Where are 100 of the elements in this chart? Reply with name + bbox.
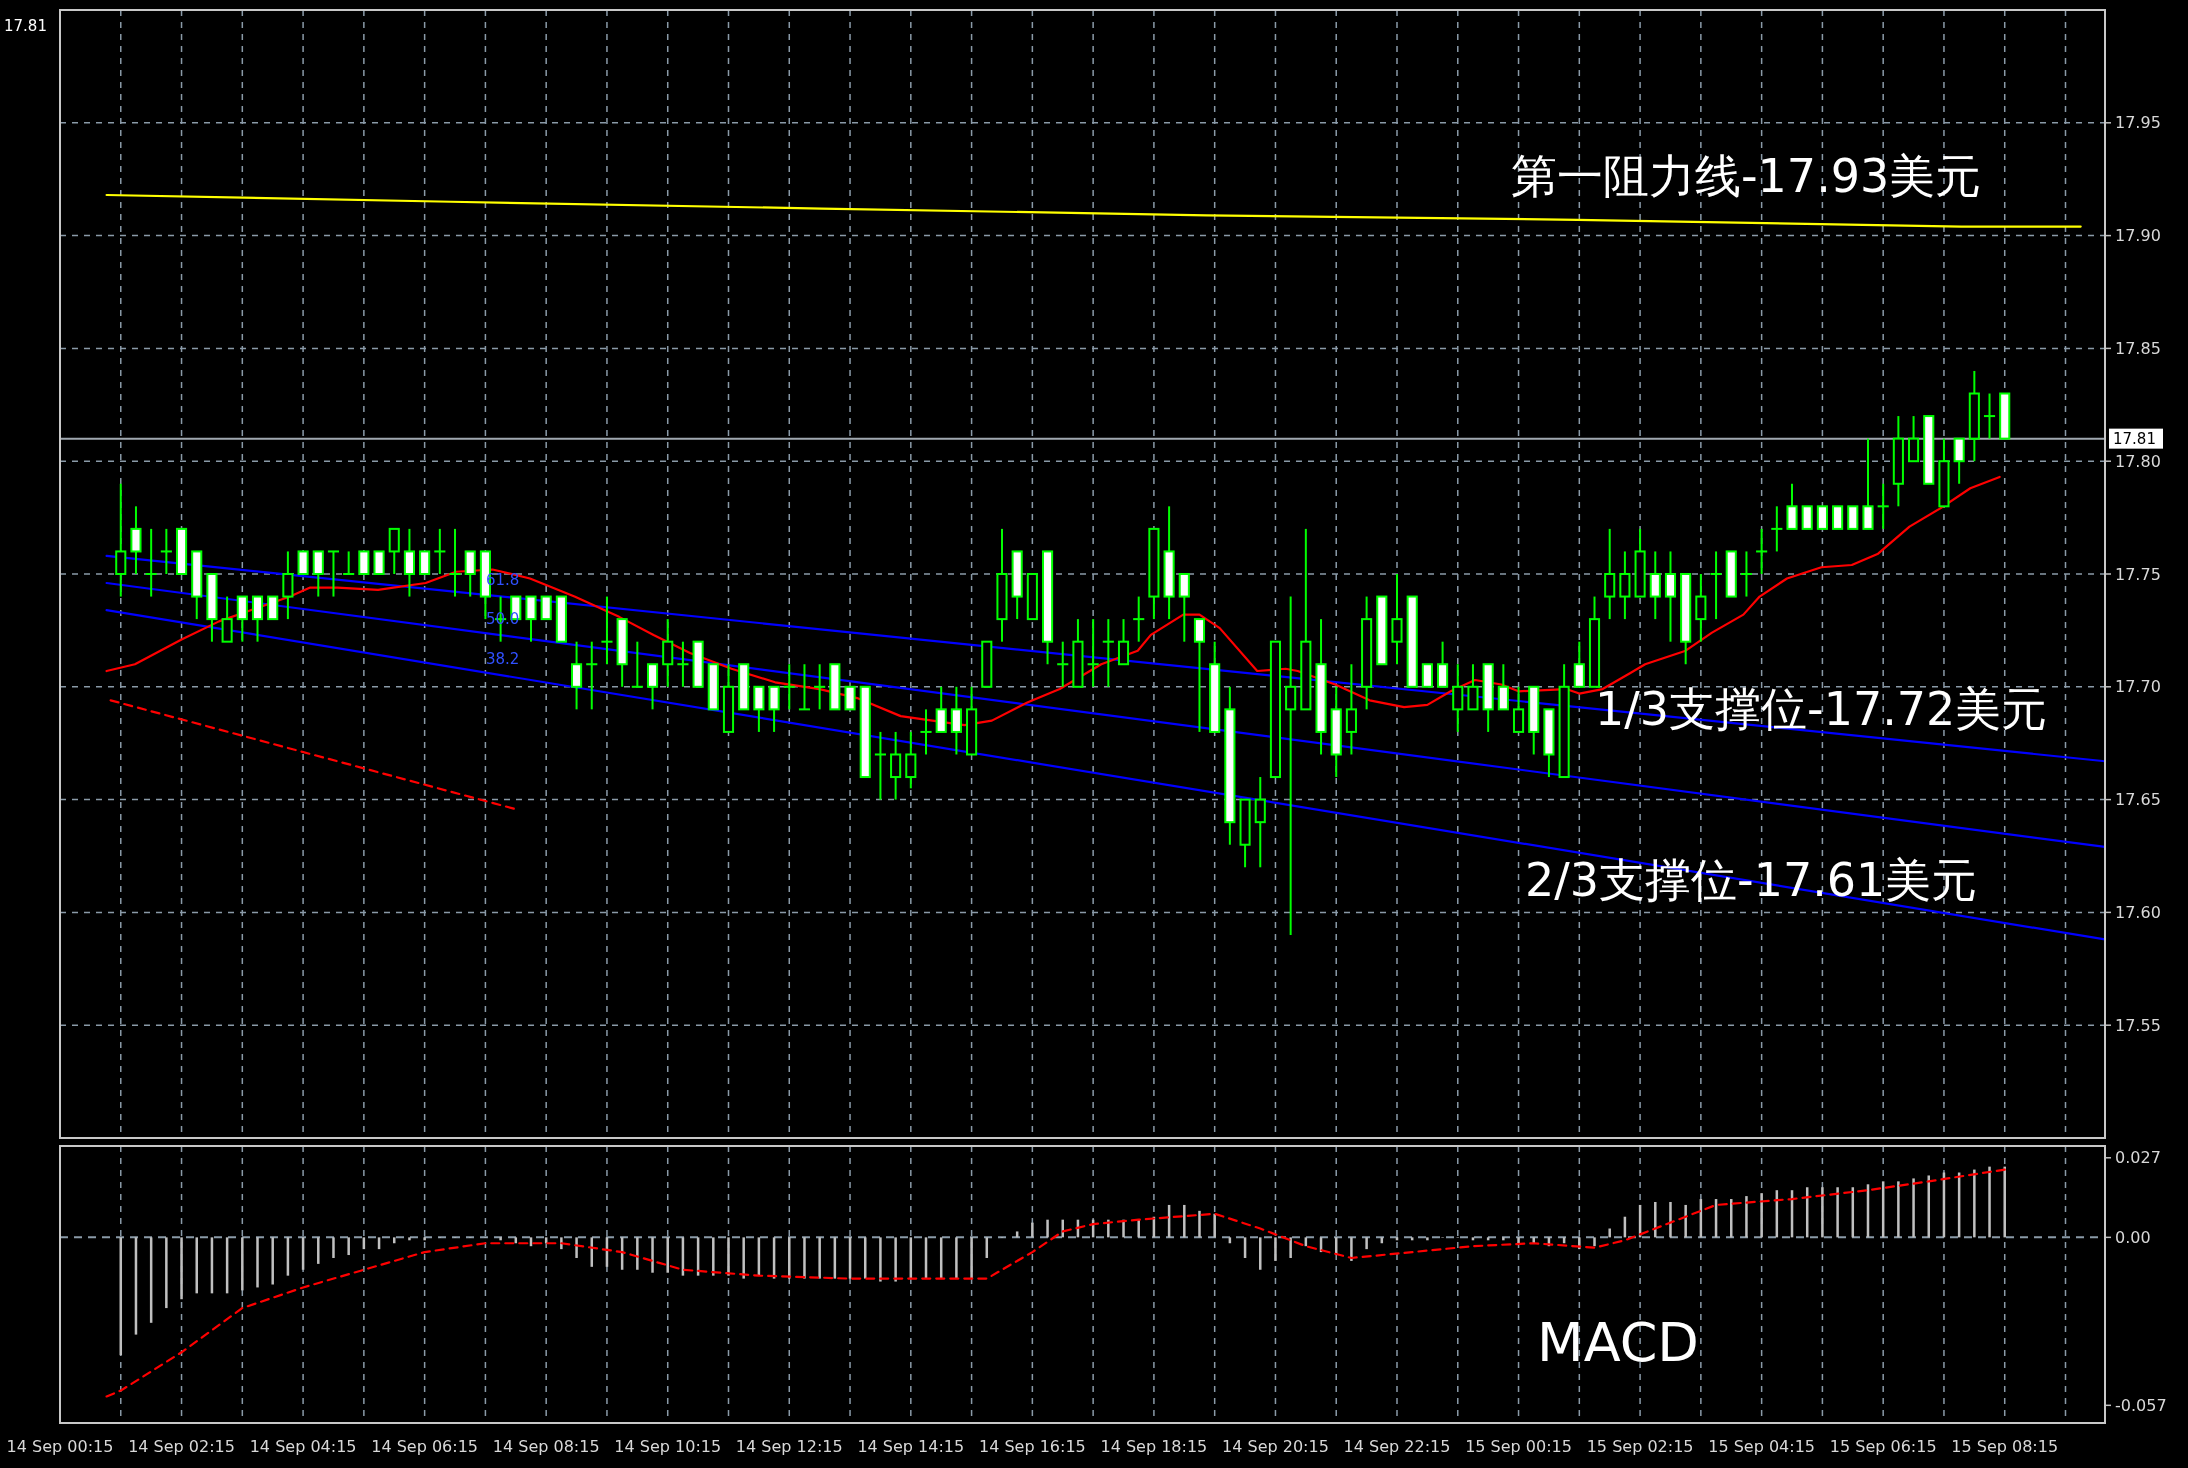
- candlestick: [874, 730, 886, 801]
- candlestick: [753, 685, 765, 733]
- bar: [195, 1237, 198, 1294]
- candlestick: [1847, 505, 1859, 530]
- candlestick: [890, 730, 902, 801]
- candlestick: [1193, 618, 1206, 733]
- candlestick: [1710, 550, 1722, 621]
- bar: [1973, 1169, 1976, 1238]
- candlestick: [1057, 640, 1069, 688]
- candlestick: [1816, 505, 1828, 530]
- candlestick: [525, 595, 537, 643]
- candlestick: [1117, 618, 1130, 666]
- y-tick-label: 0.027: [2115, 1148, 2161, 1168]
- bar: [651, 1237, 654, 1273]
- candlestick: [1467, 663, 1479, 711]
- x-tick-label: 15 Sep 04:15: [1708, 1436, 1816, 1456]
- y-tick-label: 17.60: [2115, 902, 2161, 922]
- candlestick: [631, 640, 643, 688]
- candlestick: [844, 685, 856, 711]
- bar: [256, 1237, 259, 1288]
- bar: [970, 1237, 973, 1279]
- candlestick: [312, 550, 324, 598]
- candlestick: [798, 663, 811, 711]
- bar: [423, 1237, 426, 1241]
- candlestick: [950, 685, 962, 756]
- candlestick: [145, 527, 157, 598]
- candlestick: [1771, 505, 1783, 553]
- bar: [1502, 1237, 1505, 1241]
- bar: [180, 1237, 183, 1300]
- y-tick-label: 17.55: [2115, 1015, 2161, 1035]
- bar: [499, 1237, 502, 1241]
- candlestick: [783, 663, 795, 711]
- candlestick: [236, 595, 248, 643]
- candlestick: [160, 527, 172, 575]
- candlestick: [920, 708, 932, 756]
- candlestick: [1786, 482, 1798, 530]
- bar: [818, 1237, 821, 1279]
- candlestick: [1285, 595, 1297, 936]
- bar: [271, 1237, 274, 1285]
- candlestick: [1437, 640, 1449, 688]
- candlestick: [1801, 505, 1813, 530]
- x-tick-label: 14 Sep 08:15: [492, 1436, 600, 1456]
- candlestick: [115, 482, 127, 598]
- candlestick: [388, 527, 400, 575]
- candlestick: [1604, 527, 1616, 621]
- candlestick: [449, 527, 461, 598]
- y-tick-label: 17.65: [2115, 790, 2161, 810]
- candlestick: [1664, 550, 1677, 643]
- bar: [1897, 1181, 1900, 1238]
- bar: [1654, 1201, 1657, 1238]
- candlestick: [905, 730, 917, 790]
- candlestick: [935, 685, 947, 733]
- x-tick-label: 15 Sep 02:15: [1586, 1436, 1694, 1456]
- bar: [1183, 1204, 1186, 1238]
- candlestick: [1695, 573, 1707, 643]
- bar: [1608, 1228, 1611, 1238]
- y-tick-label: 17.80: [2115, 451, 2161, 471]
- bar: [241, 1237, 244, 1291]
- bar: [1137, 1219, 1140, 1238]
- candlestick: [1740, 550, 1752, 598]
- bar: [1669, 1201, 1672, 1238]
- bar: [1745, 1196, 1748, 1238]
- x-tick-label: 14 Sep 22:15: [1343, 1436, 1451, 1456]
- candlestick: [1391, 573, 1403, 666]
- candlestick: [1254, 776, 1266, 869]
- x-tick-label: 14 Sep 00:15: [6, 1436, 114, 1456]
- candlestick: [1087, 618, 1099, 688]
- candlestick: [1619, 550, 1631, 621]
- candlestick: [434, 527, 446, 575]
- candlestick: [1649, 550, 1661, 621]
- bar: [1274, 1237, 1277, 1261]
- x-tick-label: 14 Sep 02:15: [128, 1436, 235, 1456]
- x-tick-label: 14 Sep 04:15: [249, 1436, 357, 1456]
- candlestick: [419, 550, 431, 575]
- x-tick-label: 14 Sep 18:15: [1100, 1436, 1208, 1456]
- candlestick: [1421, 663, 1433, 688]
- x-tick-label: 14 Sep 06:15: [371, 1436, 479, 1456]
- y-tick-label: 17.75: [2115, 564, 2161, 584]
- candlestick: [601, 595, 613, 666]
- candlestick: [646, 663, 659, 711]
- bar: [1031, 1222, 1034, 1238]
- y-tick-label: -0.057: [2115, 1395, 2167, 1415]
- bar: [788, 1237, 791, 1279]
- candlestick: [1756, 527, 1768, 575]
- candlestick: [571, 640, 583, 711]
- candlestick: [677, 640, 689, 688]
- y-tick-label: 17.90: [2115, 226, 2161, 246]
- candlestick: [1908, 415, 1920, 463]
- bar: [1061, 1219, 1064, 1238]
- bar: [1821, 1187, 1824, 1238]
- candlestick: [1102, 618, 1114, 688]
- bar: [1046, 1219, 1049, 1238]
- bar: [408, 1237, 411, 1241]
- bar: [1259, 1237, 1262, 1270]
- bar: [636, 1237, 639, 1270]
- bar: [347, 1237, 350, 1256]
- candlestick: [358, 550, 370, 575]
- bar: [955, 1237, 958, 1279]
- bar: [712, 1237, 715, 1276]
- bar: [742, 1237, 745, 1279]
